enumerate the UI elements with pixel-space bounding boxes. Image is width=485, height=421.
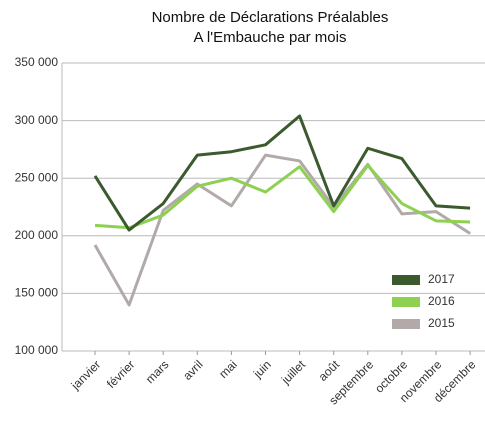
y-tick-label: 300 000 [15, 113, 59, 127]
y-tick-label: 200 000 [15, 228, 59, 242]
legend-swatch [392, 275, 420, 285]
legend-label: 2017 [428, 272, 455, 286]
legend-swatch [392, 297, 420, 307]
y-tick-label: 250 000 [15, 170, 59, 184]
y-tick-label: 150 000 [15, 286, 59, 300]
chart-title: Nombre de Déclarations Préalables [152, 9, 389, 26]
legend-swatch [392, 319, 420, 329]
chart: Nombre de Déclarations Préalables A l'Em… [0, 0, 485, 421]
legend-label: 2016 [428, 294, 455, 308]
y-tick-label: 100 000 [15, 343, 59, 357]
chart-title: A l'Embauche par mois [194, 29, 347, 46]
legend-label: 2015 [428, 316, 455, 330]
y-tick-label: 350 000 [15, 55, 59, 69]
